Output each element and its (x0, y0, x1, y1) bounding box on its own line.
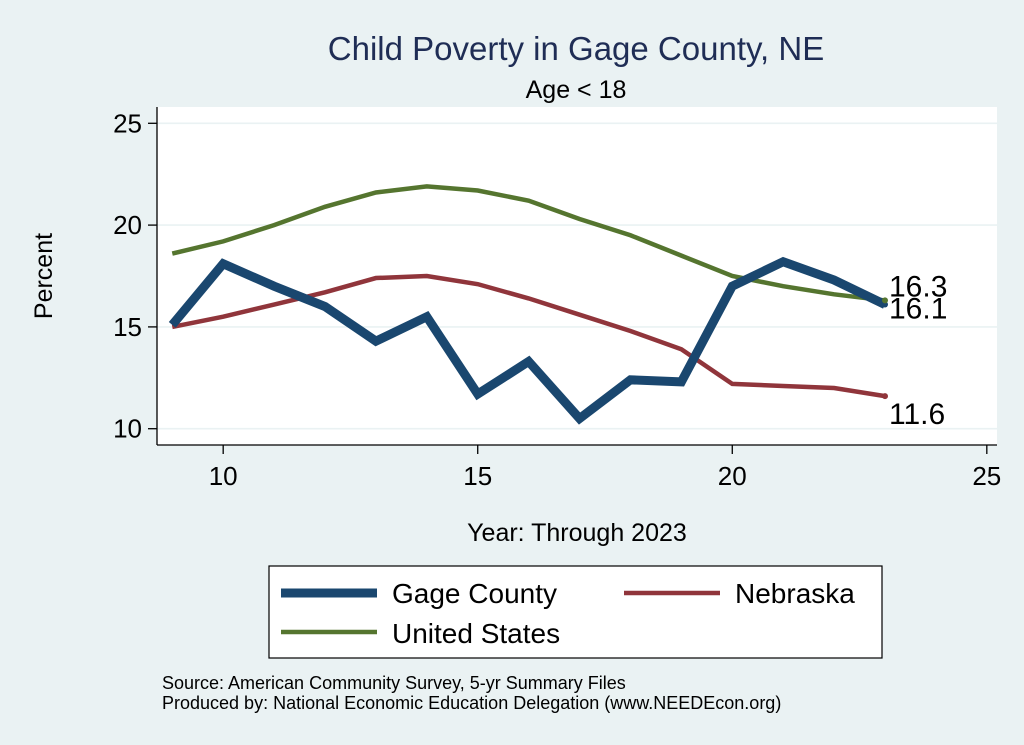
series-end-point-united-states (882, 297, 888, 304)
series-end-point-nebraska (882, 393, 888, 400)
chart-subtitle: Age < 18 (526, 76, 627, 104)
end-labels: 16.1 11.6 16.3 (889, 270, 947, 431)
x-axis-title: Year: Through 2023 (467, 519, 687, 547)
legend-label-gage-county: Gage County (392, 578, 557, 609)
produced-by-note: Produced by: National Economic Education… (162, 693, 781, 713)
end-label-united-states: 16.3 (889, 270, 947, 303)
series-line-united-states (171, 184, 886, 303)
end-label-gage-county: 16.1 (889, 293, 947, 326)
y-axis-ticks: 10 15 20 25 (113, 108, 157, 444)
y-tick-label-20: 20 (113, 210, 142, 240)
chart-title: Child Poverty in Gage County, NE (328, 30, 824, 67)
series-lines (168, 184, 888, 425)
y-tick-label-15: 15 (113, 312, 142, 342)
grid-lines (157, 122, 997, 430)
legend: Gage County Nebraska United States (268, 565, 883, 659)
series-line-nebraska (171, 273, 886, 399)
y-tick-label-10: 10 (113, 414, 142, 444)
legend-label-nebraska: Nebraska (735, 578, 855, 609)
legend-label-united-states: United States (392, 618, 560, 649)
x-tick-label-25: 25 (972, 461, 1001, 491)
y-tick-label-25: 25 (113, 108, 142, 138)
y-axis-title: Percent (30, 233, 58, 319)
x-tick-label-10: 10 (209, 461, 238, 491)
x-axis-ticks: 10 15 20 25 (209, 445, 1001, 491)
plot-area (157, 107, 997, 445)
series-line-gage-county (168, 256, 887, 425)
source-note: Source: American Community Survey, 5-yr … (162, 673, 626, 693)
legend-box (268, 565, 883, 659)
x-tick-label-15: 15 (463, 461, 492, 491)
end-label-nebraska: 11.6 (889, 398, 945, 431)
x-tick-label-20: 20 (718, 461, 747, 491)
